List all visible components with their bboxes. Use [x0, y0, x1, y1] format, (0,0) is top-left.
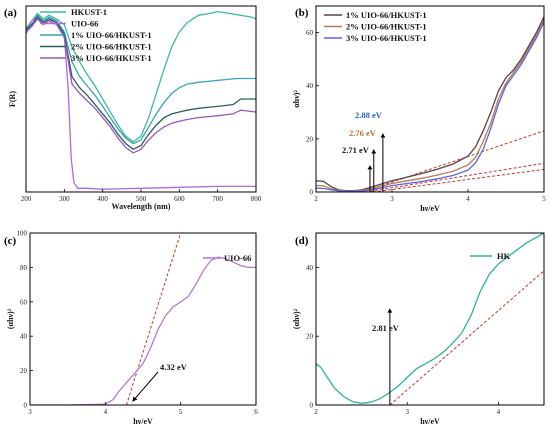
bandgap-label: 2.88 eV [355, 110, 383, 120]
y-tick-label: 40 [20, 333, 28, 341]
x-tick-label: 200 [21, 195, 32, 203]
fit-line-2 [372, 168, 544, 192]
legend: 1% UIO-66/HKUST-1 2% UIO-66/HKUST-13% UIO… [324, 10, 427, 43]
x-tick-label: 800 [251, 195, 262, 203]
y-tick-label: 60 [20, 298, 28, 306]
legend-label: 2% UIO-66/HKUST-1 [346, 22, 427, 32]
x-tick-label: 3 [405, 408, 409, 416]
y-tick-label: 20 [306, 333, 314, 341]
series-line-1 [26, 10, 256, 143]
bandgap-label: 2.71 eV [342, 145, 370, 155]
series-line-2 [316, 19, 544, 192]
y-tick-label: 100 [17, 230, 28, 238]
panel-label: (c) [4, 235, 17, 247]
y-axis-title: (αhν)² [6, 308, 15, 329]
fit-line-0 [389, 270, 544, 405]
bandgap-label: 2.76 eV [349, 128, 377, 138]
x-tick-label: 5 [179, 408, 183, 416]
legend: HKUST-1 UIO-661% UIO-66/HKUST-1 2% UIO-66/… [40, 7, 152, 63]
x-axis-title: hν/eV [420, 417, 440, 426]
bandgap-arrowhead [367, 165, 373, 170]
legend-label: 1% UIO-66/HKUST-1 [71, 30, 152, 40]
bandgap-arrowhead [380, 133, 386, 138]
y-axis-title: (αhν)² [292, 308, 301, 329]
series-line-1 [316, 233, 544, 404]
y-tick-label: 0 [310, 402, 314, 410]
legend-label: UIO-66 [224, 253, 251, 263]
x-axis-title: hν/eV [133, 417, 153, 426]
x-tick-label: 300 [59, 195, 70, 203]
series-line-3 [316, 21, 544, 192]
y-axis-title: αhν)² [292, 90, 301, 108]
legend-label: UIO-66 [71, 19, 98, 29]
legend-label: HK [497, 251, 511, 261]
legend: HK [470, 251, 511, 261]
x-tick-label: 700 [212, 195, 223, 203]
x-tick-label: 3 [390, 195, 394, 203]
x-tick-label: 500 [136, 195, 147, 203]
bandgap-arrow [132, 371, 159, 402]
plot-frame [315, 5, 545, 193]
legend-label: 2% UIO-66/HKUST-1 [71, 42, 152, 52]
x-tick-label: 4 [466, 195, 470, 203]
panel-b: (b) 2 3 4 5 0 20 40 60 hν/eV αhν)² 1% UIO-66/HKUST-… [292, 5, 546, 213]
y-axis-title: F(R) [8, 91, 17, 107]
bandgap-arrowhead [132, 396, 138, 402]
panel-label: (d) [295, 235, 309, 247]
y-tick-label: 20 [306, 135, 314, 143]
series-line-4 [26, 16, 256, 150]
panel-a: (a) 200 300 400 500 600 700 800 Wavelength (nm) F… [4, 5, 262, 211]
fit-line-0 [125, 233, 182, 405]
x-axis-title: hν/eV [420, 204, 440, 213]
x-tick-label: 4 [497, 408, 501, 416]
x-tick-label: 5 [542, 195, 546, 203]
plot-frame [315, 232, 545, 406]
legend-label: 3% UIO-66/HKUST-1 [346, 33, 427, 43]
panel-label: (b) [295, 7, 309, 19]
x-tick-label: 400 [97, 195, 108, 203]
bandgap-arrowhead [371, 149, 377, 154]
legend: UIO-66 [203, 253, 251, 263]
y-tick-label: 0 [24, 402, 28, 410]
y-tick-label: 40 [306, 82, 314, 90]
bandgap-arrowhead [387, 308, 393, 313]
fit-line-1 [365, 162, 544, 192]
y-tick-label: 20 [20, 367, 28, 375]
bandgap-label: 2.81 eV [372, 323, 400, 333]
legend-label: 3% UIO-66/HKUST-1 [71, 53, 152, 63]
x-tick-label: 2 [314, 195, 318, 203]
x-tick-label: 2 [314, 408, 318, 416]
x-tick-label: 600 [174, 195, 185, 203]
series-line-1 [30, 256, 256, 405]
x-axis-title: Wavelength (nm) [112, 202, 171, 211]
y-tick-label: 0 [310, 189, 314, 197]
y-tick-label: 80 [20, 264, 28, 272]
x-tick-label: 3 [28, 408, 32, 416]
panel-c: (c)3 4 5 6020406080100hν/eV(αhν)²UIO-664.32… [4, 230, 258, 427]
x-tick-label: 6 [254, 408, 258, 416]
series-line-3 [26, 14, 256, 145]
y-tick-label: 60 [306, 29, 314, 37]
legend-label: HKUST-1 [71, 7, 107, 17]
plot-frame [29, 232, 257, 406]
fit-line-0 [360, 130, 544, 192]
bandgap-label: 4.32 eV [160, 362, 188, 372]
y-tick-label: 40 [306, 264, 314, 272]
legend-label: 1% UIO-66/HKUST-1 [346, 10, 427, 20]
panel-label: (a) [4, 7, 17, 19]
x-tick-label: 4 [104, 408, 108, 416]
